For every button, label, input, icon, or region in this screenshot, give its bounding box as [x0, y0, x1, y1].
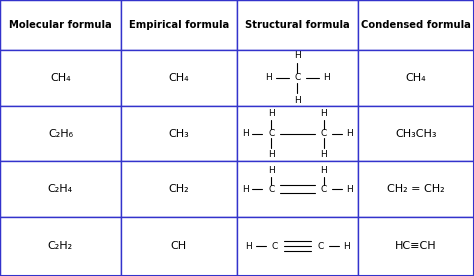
Text: CH₂ = CH₂: CH₂ = CH₂: [387, 184, 445, 194]
Text: H: H: [245, 242, 252, 251]
Text: C: C: [320, 129, 327, 138]
Text: H: H: [268, 109, 275, 118]
Text: C: C: [294, 73, 301, 83]
Bar: [237, 106, 358, 161]
Text: C: C: [268, 185, 274, 193]
Bar: [0, 161, 121, 217]
Text: H: H: [242, 129, 249, 138]
Text: H: H: [343, 242, 350, 251]
Text: Molecular formula: Molecular formula: [9, 20, 112, 30]
Text: CH₄: CH₄: [50, 73, 71, 83]
Bar: [237, 217, 358, 276]
Bar: [358, 161, 474, 217]
Bar: [237, 0, 358, 50]
Text: HC≡CH: HC≡CH: [395, 241, 437, 251]
Bar: [121, 106, 237, 161]
Bar: [358, 50, 474, 106]
Text: CH₃CH₃: CH₃CH₃: [395, 129, 437, 139]
Text: H: H: [320, 166, 327, 175]
Bar: [0, 217, 121, 276]
Bar: [0, 0, 121, 50]
Text: H: H: [346, 129, 353, 138]
Text: CH₄: CH₄: [169, 73, 189, 83]
Text: C₂H₄: C₂H₄: [48, 184, 73, 194]
Bar: [358, 0, 474, 50]
Text: H: H: [268, 166, 275, 175]
Bar: [237, 161, 358, 217]
Bar: [121, 0, 237, 50]
Bar: [237, 50, 358, 106]
Text: C₂H₆: C₂H₆: [48, 129, 73, 139]
Text: H: H: [320, 150, 327, 159]
Bar: [358, 217, 474, 276]
Text: H: H: [320, 109, 327, 118]
Text: H: H: [294, 96, 301, 105]
Text: C: C: [317, 242, 323, 251]
Text: C: C: [320, 185, 327, 193]
Text: H: H: [323, 73, 330, 83]
Text: H: H: [346, 185, 353, 193]
Bar: [0, 106, 121, 161]
Bar: [0, 50, 121, 106]
Text: C₂H₂: C₂H₂: [48, 241, 73, 251]
Bar: [121, 161, 237, 217]
Bar: [121, 50, 237, 106]
Text: C: C: [272, 242, 278, 251]
Text: CH₂: CH₂: [169, 184, 189, 194]
Text: CH₃: CH₃: [169, 129, 189, 139]
Bar: [121, 217, 237, 276]
Text: H: H: [265, 73, 272, 83]
Text: CH₄: CH₄: [406, 73, 426, 83]
Text: CH: CH: [171, 241, 187, 251]
Text: H: H: [268, 150, 275, 159]
Text: C: C: [268, 129, 274, 138]
Text: H: H: [242, 185, 249, 193]
Text: Structural formula: Structural formula: [245, 20, 350, 30]
Bar: [358, 106, 474, 161]
Text: Condensed formula: Condensed formula: [361, 20, 471, 30]
Text: Empirical formula: Empirical formula: [129, 20, 229, 30]
Text: H: H: [294, 51, 301, 60]
